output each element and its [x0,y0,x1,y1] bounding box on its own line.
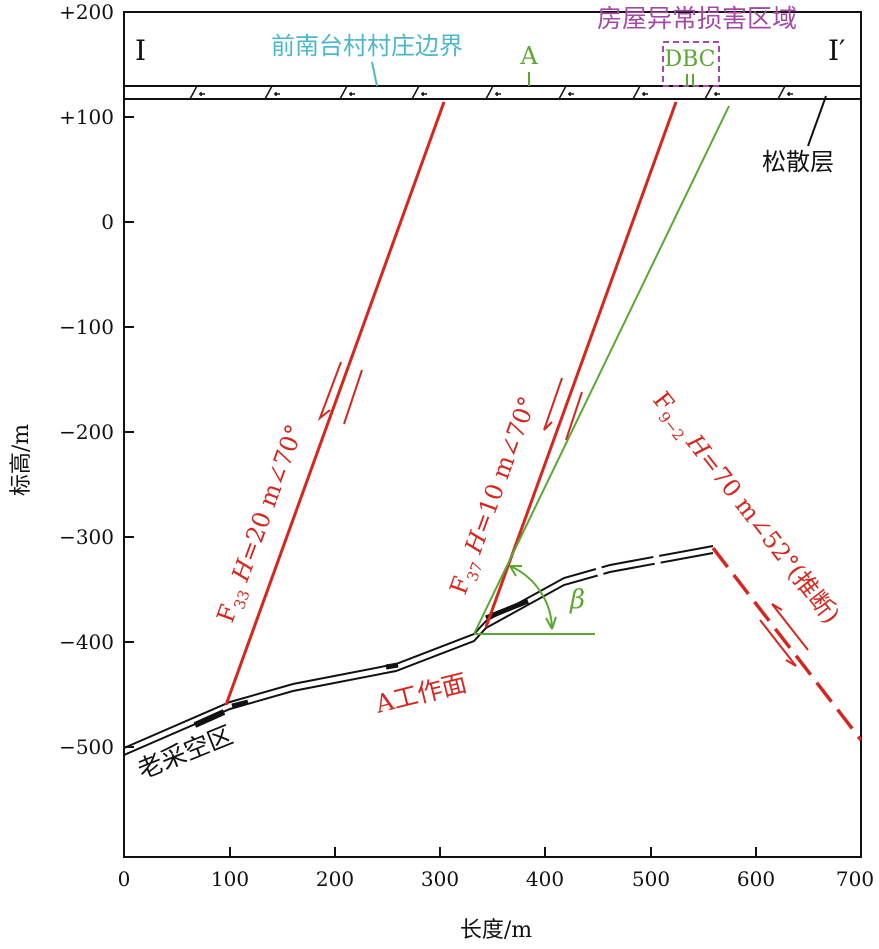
fault-f37-line [484,101,678,628]
y-tick-label: 0 [101,210,114,234]
fault-f37-motion-arrows [543,377,583,441]
fault-f37-subscript: 37 [463,560,486,584]
y-tick-marks [124,11,134,748]
section-marker-left: I [135,34,146,67]
fault-f9-2-motion-arrows [759,603,809,667]
loose-layer-label: 松散层 [762,148,834,176]
y-tick-labels: +200 +100 0 −100 −200 −300 −400 −500 [59,0,114,759]
y-tick-label: −100 [59,315,114,339]
section-marker-right: I′ [828,34,845,67]
y-axis-title: 标高/m [9,424,34,496]
x-tick-label: 0 [118,867,131,891]
village-boundary-leader [371,61,378,87]
y-tick-label: +100 [59,105,114,129]
house-a-label: A [519,42,538,70]
angle-arrow-top [509,565,522,577]
fault-f33-spec: =20 m∠70° [233,421,308,566]
y-tick-label: +200 [59,0,114,24]
fault-f37-label: F37H=10 m∠70° [444,393,545,600]
y-tick-label: −300 [59,525,114,549]
seam-marker [385,662,399,670]
x-tick-marks [229,847,757,857]
village-boundary-label: 前南台村村庄边界 [271,32,463,60]
fault-f9-2-spec: =70 m∠52°(推断) [694,446,846,629]
x-tick-label: 100 [211,867,249,891]
coal-seam [123,545,714,756]
fault-f33-label: F33H=20 m∠70° [211,421,312,628]
working-face-segment [485,598,529,621]
fault-f33-line [224,101,446,706]
x-tick-labels: 0 100 200 300 400 500 600 700 [118,867,874,891]
x-tick-label: 400 [526,867,564,891]
x-axis-title: 长度/m [460,918,532,943]
loose-layer-hatches [189,85,793,100]
x-tick-label: 700 [836,867,874,891]
x-tick-label: 300 [421,867,459,891]
y-tick-label: −400 [59,630,114,654]
y-tick-label: −500 [59,735,114,759]
y-tick-label: −200 [59,420,114,444]
plot-frame [123,11,862,858]
influence-line [473,105,730,635]
x-tick-label: 500 [632,867,670,891]
goaf-label: 老采空区 [133,720,237,784]
x-tick-label: 600 [737,867,775,891]
goaf-segment [193,709,226,728]
angle-beta-label: β [569,585,585,615]
fault-f9-2-label: F9−2H=70 m∠52°(推断) [644,386,845,631]
angle-arrow-bottom [545,616,557,630]
loose-layer-leader [807,95,827,147]
working-face-label: A工作面 [371,668,469,719]
fault-f9-2-line [711,546,863,742]
x-tick-label: 200 [316,867,354,891]
fault-f33-motion-arrows [317,361,363,425]
goaf-segment [231,699,249,709]
damage-area-label: 房屋异常损害区域 [597,4,797,33]
angle-arc [509,565,553,630]
fault-f33-subscript: 33 [230,588,253,612]
houses-dbc-label: DBC [664,47,715,72]
loose-layer-band [124,85,861,100]
